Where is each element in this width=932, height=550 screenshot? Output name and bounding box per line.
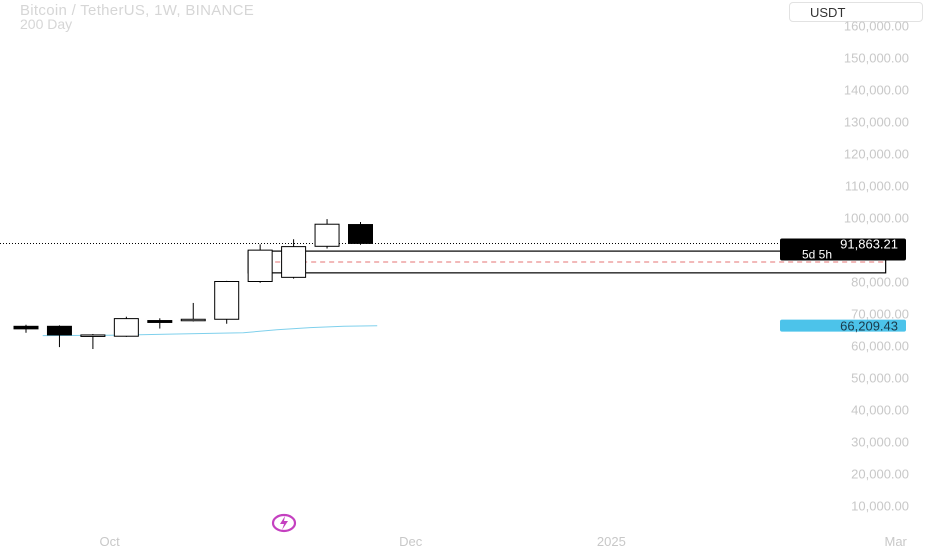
chart-title: Bitcoin / TetherUS, 1W, BINANCE [20, 2, 255, 19]
y-axis-tick-label: 130,000.00 [844, 115, 909, 130]
ma-price-tag [780, 319, 906, 332]
logo-icon [271, 513, 297, 533]
currency-selector[interactable]: USDT [789, 2, 923, 22]
y-axis-tick-label: 110,000.00 [845, 179, 909, 194]
candle-body [180, 318, 206, 322]
y-axis-tick-label: 120,000.00 [844, 147, 909, 162]
y-axis-tick-label: 70,000.00 [851, 307, 909, 322]
y-axis-tick-label: 60,000.00 [851, 339, 909, 354]
y-axis-tick-label: 160,000.00 [844, 19, 909, 34]
ma-price-value: 66,209.43 [840, 319, 898, 334]
candle-body [281, 246, 307, 278]
x-axis-tick-label: Dec [399, 534, 423, 549]
candle-body [348, 224, 373, 244]
candle-body [80, 334, 106, 337]
last-price-countdown: 5d 5h [802, 248, 832, 262]
y-axis-tick-label: 20,000.00 [851, 467, 909, 482]
candle-body [113, 318, 139, 337]
x-axis-tick-label: 2025 [597, 534, 626, 549]
y-axis-tick-label: 80,000.00 [851, 275, 909, 290]
y-axis-tick-label: 10,000.00 [851, 499, 909, 514]
y-axis-tick-label: 100,000.00 [844, 211, 909, 226]
y-axis-tick-label: 50,000.00 [851, 371, 909, 386]
candle-body [247, 249, 273, 282]
y-axis-tick-label: 150,000.00 [844, 51, 909, 66]
y-axis-tick-label: 30,000.00 [851, 435, 909, 450]
candle-body [13, 325, 39, 330]
x-axis-tick-label: Mar [885, 534, 908, 549]
candle-body [147, 320, 173, 323]
candle-body [314, 223, 340, 247]
y-axis-tick-label: 140,000.00 [844, 83, 909, 98]
y-axis-tick-label: 40,000.00 [851, 403, 909, 418]
last-price-value: 91,863.21 [840, 237, 898, 252]
x-axis-tick-label: Oct [100, 534, 121, 549]
indicator-label: 200 Day [20, 16, 73, 32]
last-price-tag [780, 238, 906, 261]
candle-body [46, 325, 72, 336]
candle-body [214, 281, 240, 320]
